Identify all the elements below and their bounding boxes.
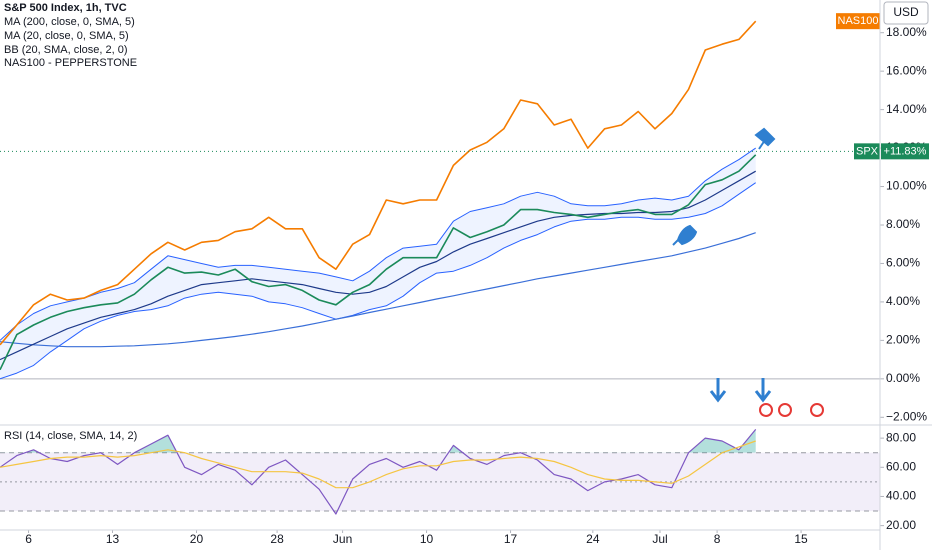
- series-line: [0, 182, 756, 380]
- flags: [759, 403, 824, 417]
- y-tick-label: 80.00: [886, 430, 916, 444]
- chart-title: S&P 500 Index, 1h, TVC: [4, 2, 127, 14]
- y-tick-label: 20.00: [886, 518, 916, 532]
- currency-box[interactable]: [883, 1, 929, 25]
- band-fill: [0, 148, 756, 379]
- x-tick-label: 20: [190, 532, 204, 546]
- y-tick-label: 14.00%: [886, 102, 927, 116]
- series-line: [0, 147, 756, 341]
- x-tick-label: Jun: [333, 532, 352, 546]
- badge-box: [836, 13, 880, 30]
- arrow-icon: [754, 378, 772, 403]
- x-tick-label: Jul: [652, 532, 667, 546]
- y-tick-label: 4.00%: [886, 294, 920, 308]
- x-tick-label: 24: [586, 532, 600, 546]
- x-tick-label: 8: [714, 532, 721, 546]
- arrow-icon: [709, 378, 727, 403]
- series-line: [0, 154, 757, 371]
- x-tick-label: 10: [420, 532, 434, 546]
- hammer-icon: [754, 127, 776, 150]
- x-tick-label: 28: [270, 532, 284, 546]
- y-tick-label: 10.00%: [886, 179, 927, 193]
- badge-box: [854, 143, 880, 160]
- series-line: [0, 440, 756, 489]
- flag-icon: [759, 403, 773, 417]
- currency-button[interactable]: USD: [883, 1, 929, 25]
- currency[interactable]: USD: [893, 5, 919, 19]
- badge-name: NAS100: [838, 15, 879, 27]
- y-tick-label: 40.00: [886, 489, 916, 503]
- badge-value: +11.83%: [884, 145, 927, 157]
- rocket-icon: [672, 224, 698, 246]
- legend-entry: RSI (14, close, SMA, 14, 2): [4, 430, 137, 442]
- x-tick-label: 13: [106, 532, 120, 546]
- y-tick-label: 16.00%: [886, 63, 927, 77]
- legend-entry: BB (20, SMA, close, 2, 0): [4, 44, 128, 56]
- series-line: [0, 20, 757, 346]
- y-tick-label: 6.00%: [886, 256, 920, 270]
- y-tick-label: 8.00%: [886, 217, 920, 231]
- event-icons: [672, 127, 776, 403]
- legend-entry: NAS100 - PEPPERSTONE: [4, 57, 137, 69]
- flag-icon: [778, 403, 792, 417]
- x-tick-label: 15: [794, 532, 808, 546]
- series-line: [0, 170, 756, 361]
- y-tick-label: 18.00%: [886, 25, 927, 39]
- y-tick-label: 2.00%: [886, 333, 920, 347]
- y-tick-label: 0.00%: [886, 371, 920, 385]
- y-tick-label: 60.00: [886, 459, 916, 473]
- series-line: [0, 429, 757, 515]
- x-tick-label: 6: [25, 532, 32, 546]
- x-tick-label: 17: [504, 532, 518, 546]
- badge-box: [881, 143, 929, 160]
- legend-entry: MA (20, close, 0, SMA, 5): [4, 30, 129, 42]
- flag-icon: [810, 403, 824, 417]
- legend-entry: MA (200, close, 0, SMA, 5): [4, 16, 135, 28]
- y-tick-label: −2.00%: [886, 409, 927, 423]
- price-badge: SPX +11.83%: [854, 143, 929, 160]
- series-line: [0, 232, 756, 348]
- badge-name: SPX: [856, 145, 879, 157]
